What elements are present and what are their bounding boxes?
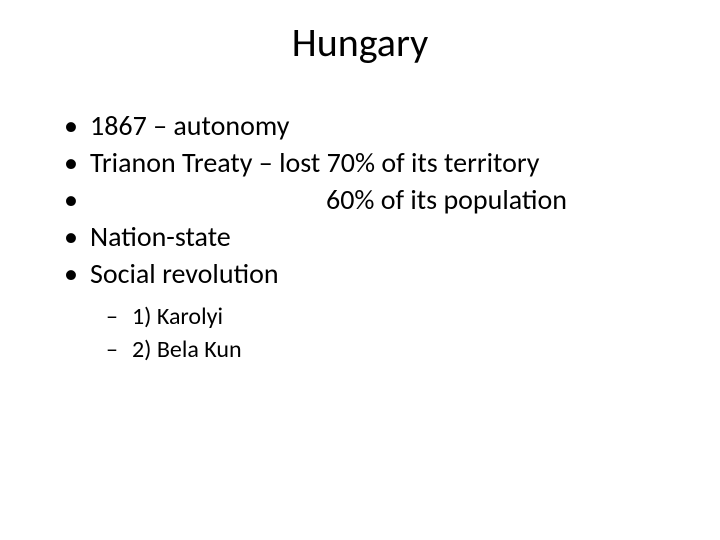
bullet-item: Trianon Treaty – lost 70% of its territo… <box>60 145 680 180</box>
slide-title: Hungary <box>0 18 720 67</box>
bullet-item: Social revolution <box>60 256 680 291</box>
bullet-text: Nation-state <box>90 219 231 254</box>
bullet-item: 60% of its population <box>60 182 680 217</box>
bullet-text: 60% of its population <box>326 182 567 217</box>
slide: Hungary 1867 – autonomy Trianon Treaty –… <box>0 0 720 540</box>
bullet-item: 1867 – autonomy <box>60 108 680 143</box>
sub-bullet-item: 2) Bela Kun <box>60 334 680 365</box>
slide-body: 1867 – autonomy Trianon Treaty – lost 70… <box>60 108 680 365</box>
bullet-text: Social revolution <box>90 256 279 291</box>
bullet-text: 1867 – autonomy <box>90 108 289 143</box>
sub-bullet-text: 2) Bela Kun <box>132 335 242 364</box>
sub-bullet-text: 1) Karolyi <box>132 302 223 331</box>
sub-bullet-group: 1) Karolyi 2) Bela Kun <box>60 301 680 365</box>
bullet-item: Nation-state <box>60 219 680 254</box>
bullet-text: Trianon Treaty – lost 70% of its territo… <box>90 145 539 180</box>
sub-bullet-item: 1) Karolyi <box>60 301 680 332</box>
